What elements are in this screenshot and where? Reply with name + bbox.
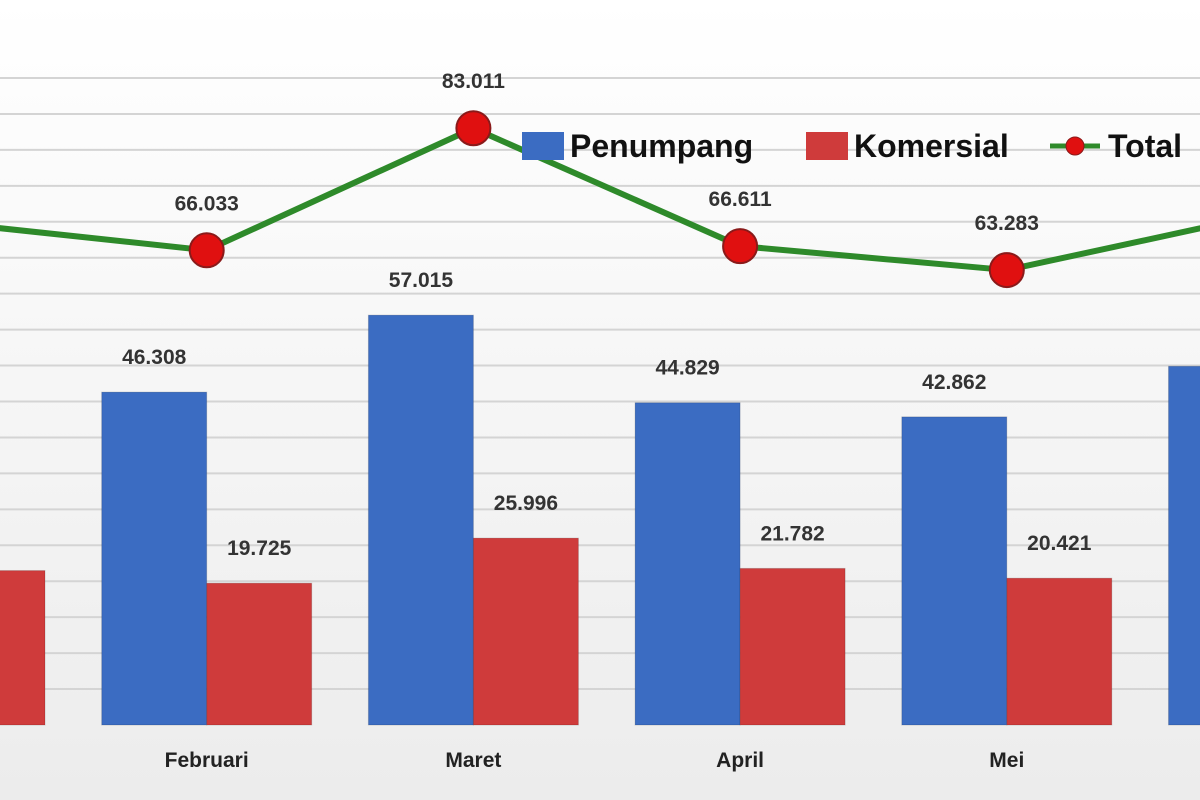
bar <box>739 567 846 726</box>
data-label: 57.015 <box>389 269 454 292</box>
x-tick-label: Mei <box>989 749 1024 772</box>
legend-swatch <box>806 132 848 160</box>
data-label: 66.033 <box>175 192 239 215</box>
total-point <box>188 232 225 269</box>
x-tick-label: Februari <box>165 749 249 772</box>
legend-dot <box>1065 136 1085 156</box>
legend-label: Total <box>1108 128 1182 164</box>
legend-swatch <box>522 132 564 160</box>
total-point <box>455 110 492 147</box>
bar <box>101 391 208 726</box>
bar <box>1168 365 1200 726</box>
data-label: 25.996 <box>494 492 558 515</box>
data-label: 20.421 <box>1027 532 1092 555</box>
total-point <box>988 252 1025 289</box>
data-label: 83.011 <box>442 70 505 93</box>
data-label: 21.782 <box>760 522 824 545</box>
x-tick-label: April <box>716 749 764 772</box>
bar <box>634 402 741 726</box>
bar <box>0 570 46 726</box>
data-label: 44.829 <box>655 357 719 380</box>
data-label: 19.725 <box>227 537 292 560</box>
total-point <box>722 228 759 265</box>
data-label: 66.611 <box>709 188 772 211</box>
bar <box>367 314 474 726</box>
bar <box>206 582 313 726</box>
bar <box>472 537 579 726</box>
data-label: 46.308 <box>122 346 187 369</box>
plot: 46.308 57.015 44.829 42.862 19.725 25.996 21.7… <box>0 70 1200 772</box>
legend-label: Komersial <box>854 128 1009 164</box>
data-label: 42.862 <box>922 371 986 394</box>
bar <box>901 416 1008 726</box>
legend-label: Penumpang <box>570 128 753 164</box>
bar <box>1006 577 1113 726</box>
x-tick-label: Maret <box>445 749 501 772</box>
data-label: 63.283 <box>975 212 1039 235</box>
total-line <box>0 125 1200 274</box>
